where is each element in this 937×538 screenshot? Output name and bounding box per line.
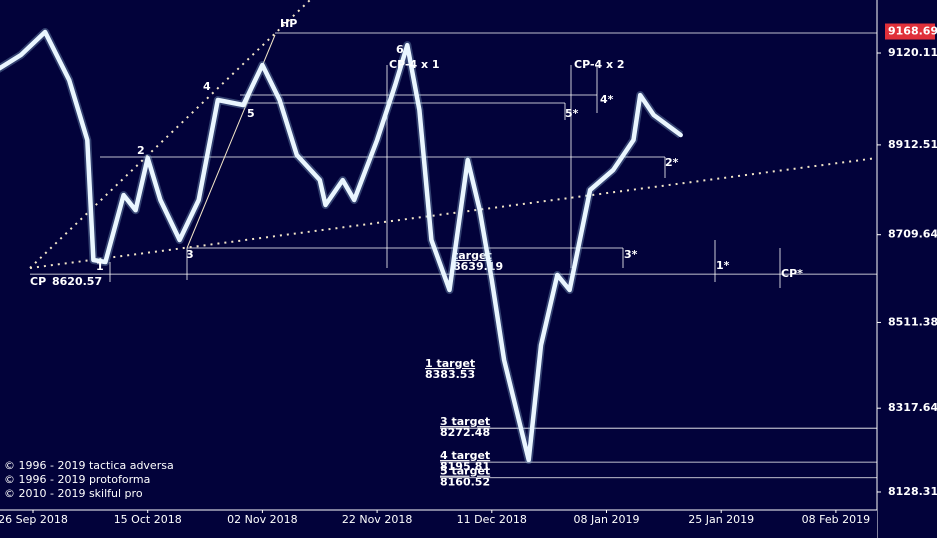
wave-label: 1 [96,260,104,273]
wave-label: CP* [781,267,803,280]
target-value: 8272.48 [440,426,490,439]
target-label: 4 target [440,449,490,462]
time-axis-bg [0,510,877,538]
wave-label: CP-4 x 2 [574,58,625,71]
y-tick-label: 8709.64 [888,228,937,241]
x-tick-label: 08 Feb 2019 [802,513,870,526]
target-label: 1 target [425,357,475,370]
wave-label: 6 [396,43,404,56]
x-tick-label: 25 Jan 2019 [688,513,754,526]
x-tick-label: 22 Nov 2018 [342,513,412,526]
wave-label: 5 [247,107,255,120]
last-price-box [885,23,935,40]
x-tick-label: 11 Dec 2018 [457,513,527,526]
target-value: 8383.53 [425,368,475,381]
wave-label: CP-4 x 1 [389,58,440,71]
target-value: 8195.81 [440,460,490,473]
wave-label: 1* [716,259,730,272]
price-axis-bg [877,0,937,538]
x-tick-label: 26 Sep 2018 [0,513,68,526]
cp-value: 8620.57 [52,275,102,288]
x-tick-label: 02 Nov 2018 [227,513,297,526]
y-tick-label: 8317.64 [888,401,937,414]
cp-label: CP [30,275,46,288]
y-tick-label: 8511.38 [888,315,937,328]
copyright: © 1996 - 2019 protoforma [4,473,150,486]
y-tick-label: 9120.11 [888,46,937,59]
price-line [0,29,683,463]
y-tick-label: 8912.51 [888,138,937,151]
x-tick-label: 08 Jan 2019 [574,513,640,526]
wave-label: 4* [600,93,614,106]
wave-label: 4 [203,80,211,93]
target-label: target [453,249,492,262]
copyright: © 2010 - 2019 skilful pro [4,487,143,500]
wave-label: 3 [186,248,194,261]
wave-label: 2* [665,156,679,169]
target-label: 5 target [440,465,490,478]
wave-label: 2 [137,144,145,157]
wave-label: 3* [624,248,638,261]
target-value: 8639.19 [453,260,503,273]
target-value: 8160.52 [440,476,490,489]
wave-label: 5* [565,107,579,120]
copyright: © 1996 - 2019 tactica adversa [4,459,174,472]
x-tick-label: 15 Oct 2018 [114,513,182,526]
last-price-label: 9168.69 [888,25,937,38]
wave-label: HP [280,17,297,30]
trend-line [29,157,878,269]
target-label: 3 target [440,415,490,428]
y-tick-label: 8128.31 [888,485,937,498]
trend-line [29,0,311,269]
